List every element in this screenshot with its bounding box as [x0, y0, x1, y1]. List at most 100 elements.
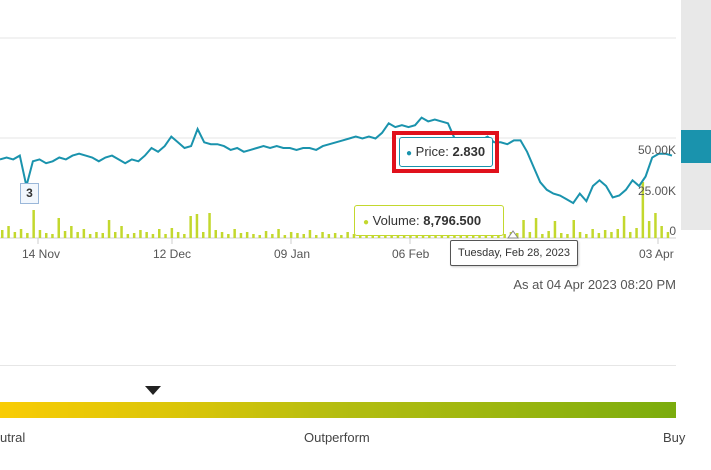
volume-bar — [409, 234, 412, 238]
volume-bar — [641, 182, 645, 238]
volume-bar — [585, 234, 588, 238]
rating-label-outperform: Outperform — [304, 430, 370, 445]
volume-bar — [7, 226, 10, 238]
volume-bar — [214, 230, 217, 238]
volume-bar — [629, 232, 632, 238]
volume-bar — [1, 230, 4, 238]
volume-bar — [616, 229, 619, 238]
volume-bar — [396, 234, 400, 238]
volume-bar — [202, 232, 205, 238]
volume-bar — [145, 232, 148, 238]
volume-bar — [428, 235, 431, 238]
volume-bar — [176, 232, 180, 238]
volume-bar — [327, 234, 331, 238]
volume-bar — [352, 234, 356, 238]
volume-bar — [151, 234, 155, 238]
as-at-timestamp: As at 04 Apr 2023 08:20 PM — [513, 277, 676, 292]
volume-bar — [132, 233, 136, 238]
volume-dot-icon: ● — [363, 217, 370, 228]
volume-bar — [220, 232, 224, 238]
volume-bar — [566, 234, 569, 238]
date-tooltip: Tuesday, Feb 28, 2023 — [450, 240, 578, 266]
volume-bar — [233, 229, 236, 238]
price-dot-icon: ● — [406, 148, 413, 159]
price-tooltip-value: 2.830 — [452, 144, 486, 159]
volume-bar — [239, 233, 243, 238]
y-axis-label: 25.00K — [637, 184, 676, 198]
price-series-line — [0, 116, 673, 205]
volume-bar — [541, 234, 544, 238]
rating-label-buy: Buy — [663, 430, 686, 445]
volume-bar — [82, 229, 86, 238]
volume-bar — [264, 231, 268, 238]
volume-bar — [622, 216, 626, 238]
volume-bar — [528, 232, 532, 238]
volume-bar — [553, 221, 557, 238]
x-axis-label: 14 Nov — [22, 247, 61, 261]
volume-bar — [635, 228, 638, 238]
volume-bar — [170, 228, 174, 238]
volume-bar — [101, 233, 104, 238]
volume-bar — [503, 234, 506, 238]
side-panel[interactable] — [681, 0, 711, 230]
volume-bar — [13, 232, 17, 238]
x-axis-label: 12 Dec — [153, 247, 192, 261]
volume-bar — [603, 230, 607, 238]
volume-bar — [245, 232, 249, 238]
volume-bar — [277, 229, 280, 238]
volume-tooltip: ● Volume: 8,796.500 — [354, 205, 504, 236]
volume-bar — [183, 234, 186, 238]
volume-bar — [208, 213, 211, 238]
side-panel-tab[interactable] — [681, 130, 711, 163]
volume-bar — [189, 216, 192, 238]
volume-bar — [440, 234, 444, 238]
volume-bar — [63, 231, 67, 238]
volume-bar — [164, 234, 167, 238]
stock-chart[interactable] — [0, 0, 711, 300]
volume-bar — [88, 234, 92, 238]
volume-bar — [371, 234, 374, 238]
volume-bar — [227, 234, 230, 238]
volume-bar — [51, 234, 54, 238]
volume-bar — [333, 233, 337, 238]
volume-bar — [158, 229, 161, 238]
volume-bar — [95, 232, 98, 238]
volume-bar — [32, 210, 35, 238]
volume-bar — [289, 232, 293, 238]
volume-bar — [76, 232, 79, 238]
volume-bar — [591, 229, 594, 238]
volume-bar — [302, 234, 305, 238]
volume-bar — [107, 220, 111, 238]
volume-bar — [660, 226, 663, 238]
volume-bar — [340, 235, 343, 238]
volume-bar — [478, 234, 481, 238]
volume-tooltip-value: 8,796.500 — [423, 213, 482, 228]
volume-bar — [516, 233, 519, 238]
volume-bar — [315, 235, 318, 238]
volume-bar — [654, 213, 657, 238]
volume-bar — [252, 234, 255, 238]
volume-bar — [271, 234, 274, 238]
volume-bar — [45, 233, 48, 238]
price-tooltip-highlight — [392, 131, 499, 173]
volume-bar — [120, 226, 123, 238]
volume-bar — [359, 235, 362, 238]
section-divider — [0, 365, 676, 366]
volume-bar — [70, 226, 73, 238]
volume-bar — [578, 232, 582, 238]
volume-bar — [666, 232, 670, 238]
crosshair-marker — [507, 230, 519, 239]
volume-bar — [308, 230, 312, 238]
volume-bar — [534, 218, 538, 238]
event-flag-marker[interactable]: 3 — [20, 183, 39, 204]
volume-bar — [195, 214, 199, 238]
price-tooltip-label: Price: — [415, 144, 449, 159]
volume-bar — [296, 233, 299, 238]
volume-bar — [572, 220, 575, 238]
volume-bar — [560, 233, 563, 238]
rating-label-neutral: utral — [0, 430, 26, 445]
volume-bar — [647, 221, 651, 238]
price-tooltip: ● Price: 2.830 — [399, 137, 493, 167]
volume-bar — [346, 232, 349, 238]
volume-bar — [547, 231, 550, 238]
